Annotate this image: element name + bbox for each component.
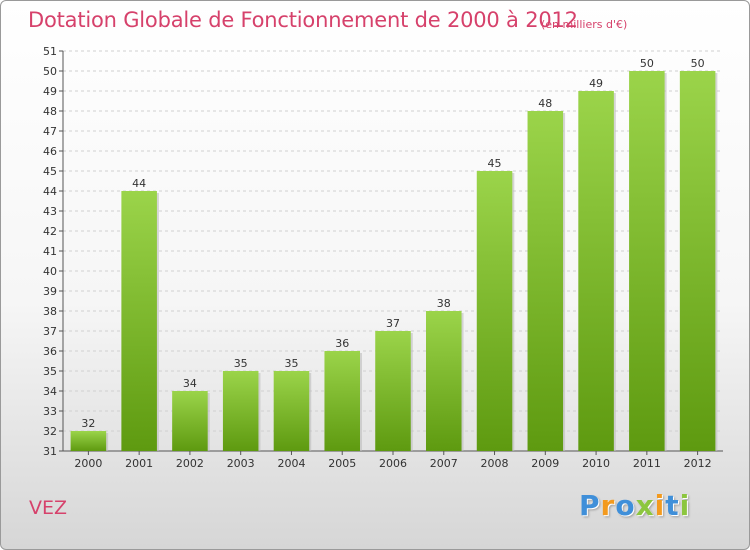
bar-2004 [273, 371, 310, 451]
bar-2002 [172, 391, 208, 451]
y-tick-label: 48 [43, 105, 57, 118]
bars [70, 71, 718, 451]
data-label: 35 [234, 357, 248, 370]
x-tick-label: 2007 [430, 457, 458, 470]
logo-letter: P [579, 489, 601, 522]
data-label: 45 [488, 157, 502, 170]
data-label: 32 [81, 417, 95, 430]
y-tick-label: 45 [43, 165, 57, 178]
y-tick-label: 31 [43, 445, 57, 458]
y-tick-label: 40 [43, 265, 57, 278]
data-label: 37 [386, 317, 400, 330]
logo-letter: o [615, 489, 636, 522]
y-tick-label: 33 [43, 405, 57, 418]
y-tick-label: 43 [43, 205, 57, 218]
data-label: 36 [335, 337, 349, 350]
y-tick-label: 36 [43, 345, 57, 358]
x-tick-label: 2009 [531, 457, 559, 470]
bar-2006 [375, 331, 411, 451]
logo-letter: r [600, 489, 616, 522]
bar-2005 [324, 351, 360, 451]
bar-2007 [426, 311, 462, 451]
y-tick-label: 39 [43, 285, 57, 298]
logo-letter: i [679, 489, 691, 522]
logo-letter: x [635, 489, 655, 522]
y-tick-label: 51 [43, 45, 57, 58]
bar-2001 [121, 191, 157, 451]
data-label: 44 [132, 177, 146, 190]
y-tick-label: 44 [43, 185, 57, 198]
y-tick-label: 34 [43, 385, 57, 398]
proxiti-logo: Proxiti [579, 489, 690, 522]
place-name: VEZ [29, 497, 68, 519]
logo-letter: t [665, 489, 680, 522]
y-tick-label: 41 [43, 245, 57, 258]
data-label: 38 [437, 297, 451, 310]
y-tick-label: 50 [43, 65, 57, 78]
labels: 31 32 33 34 35 36 37 38 39 40 41 42 43 44 45 46 47 48 49 50… [43, 45, 712, 470]
y-tick-label: 47 [43, 125, 57, 138]
bar-2009 [527, 111, 564, 451]
data-label: 49 [589, 77, 603, 90]
x-tick-label: 2010 [582, 457, 610, 470]
data-label: 35 [284, 357, 298, 370]
x-tick-label: 2005 [328, 457, 356, 470]
x-tick-label: 2004 [277, 457, 305, 470]
y-tick-label: 46 [43, 145, 57, 158]
y-tick-label: 32 [43, 425, 57, 438]
logo-letter: i [654, 489, 666, 522]
x-tick-label: 2001 [125, 457, 153, 470]
data-label: 50 [691, 57, 705, 70]
data-label: 34 [183, 377, 197, 390]
bar-2003 [222, 371, 259, 451]
x-tick-label: 2000 [74, 457, 102, 470]
y-tick-label: 49 [43, 85, 57, 98]
x-tick-label: 2006 [379, 457, 407, 470]
x-tick-label: 2008 [481, 457, 509, 470]
bar-2008 [476, 171, 513, 451]
y-tick-label: 38 [43, 305, 57, 318]
chart-subtitle: (en milliers d'€) [541, 18, 628, 31]
x-tick-label: 2002 [176, 457, 204, 470]
x-tick-label: 2012 [684, 457, 712, 470]
bar-2010 [578, 91, 614, 451]
data-label: 48 [538, 97, 552, 110]
bar-2011 [629, 71, 665, 451]
bar-2000 [70, 431, 107, 451]
chart-title: Dotation Globale de Fonctionnement de 20… [28, 8, 578, 32]
bar-2012 [679, 71, 716, 451]
y-tick-label: 35 [43, 365, 57, 378]
x-tick-label: 2011 [633, 457, 661, 470]
data-label: 50 [640, 57, 654, 70]
y-tick-label: 37 [43, 325, 57, 338]
x-tick-label: 2003 [227, 457, 255, 470]
y-tick-label: 42 [43, 225, 57, 238]
